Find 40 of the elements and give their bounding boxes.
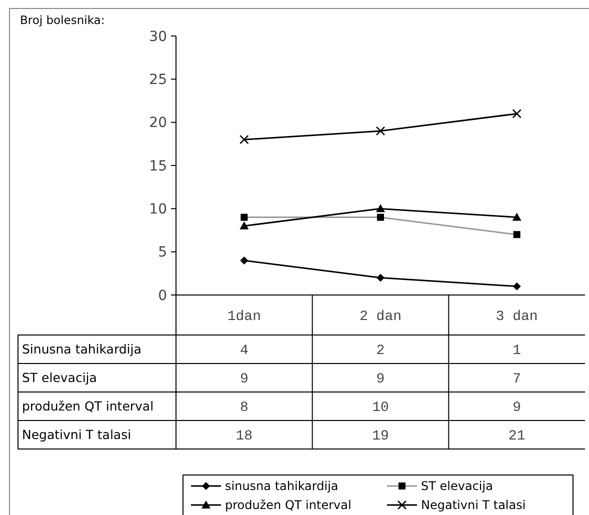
data-label: 8	[240, 400, 248, 416]
data-label: 4	[240, 343, 248, 360]
data-label: 10	[372, 400, 389, 416]
text: produžen QT interval	[22, 398, 154, 414]
data-label: 9	[240, 372, 248, 388]
text: ST elevacija	[22, 370, 97, 386]
data-label: 7	[512, 372, 522, 388]
data-label: 19	[372, 428, 389, 445]
text: Sinusna tahikardija	[22, 342, 142, 357]
point	[376, 204, 385, 212]
x-tick-label: 3 dan	[496, 308, 538, 325]
x-tick-label: 2 dan	[359, 308, 402, 325]
y-tick-label: 15	[149, 158, 167, 174]
data-label: 9	[512, 400, 522, 416]
data-label: 9	[376, 372, 385, 388]
point	[240, 221, 249, 230]
point	[376, 274, 384, 282]
point	[512, 282, 521, 290]
y-tick-label: 0	[158, 288, 167, 304]
data-label: 21	[508, 428, 526, 445]
point	[376, 126, 386, 136]
legend-label: produžen QT interval	[225, 498, 352, 512]
point	[240, 256, 248, 264]
data-label: 18	[236, 428, 253, 445]
data-label: 1	[512, 343, 522, 360]
data-label: 2	[376, 343, 385, 360]
point	[512, 212, 522, 221]
y-tick-label: 20	[149, 115, 167, 132]
legend-label: ST elevacija	[421, 479, 493, 494]
y-tick-label: 5	[158, 244, 167, 261]
point	[512, 109, 522, 118]
y-tick-label: 30	[149, 28, 167, 45]
y-axis-title: Broj bolesnika:	[20, 13, 105, 27]
legend-label: sinusna tahikardija	[225, 479, 338, 494]
text: Negativni T talasi	[22, 427, 132, 442]
x-tick-label: 1dan	[227, 308, 261, 325]
legend-label: Negativni T talasi	[421, 498, 526, 512]
point	[240, 134, 249, 144]
y-tick-label: 10	[149, 202, 167, 218]
y-tick-label: 25	[149, 72, 167, 88]
